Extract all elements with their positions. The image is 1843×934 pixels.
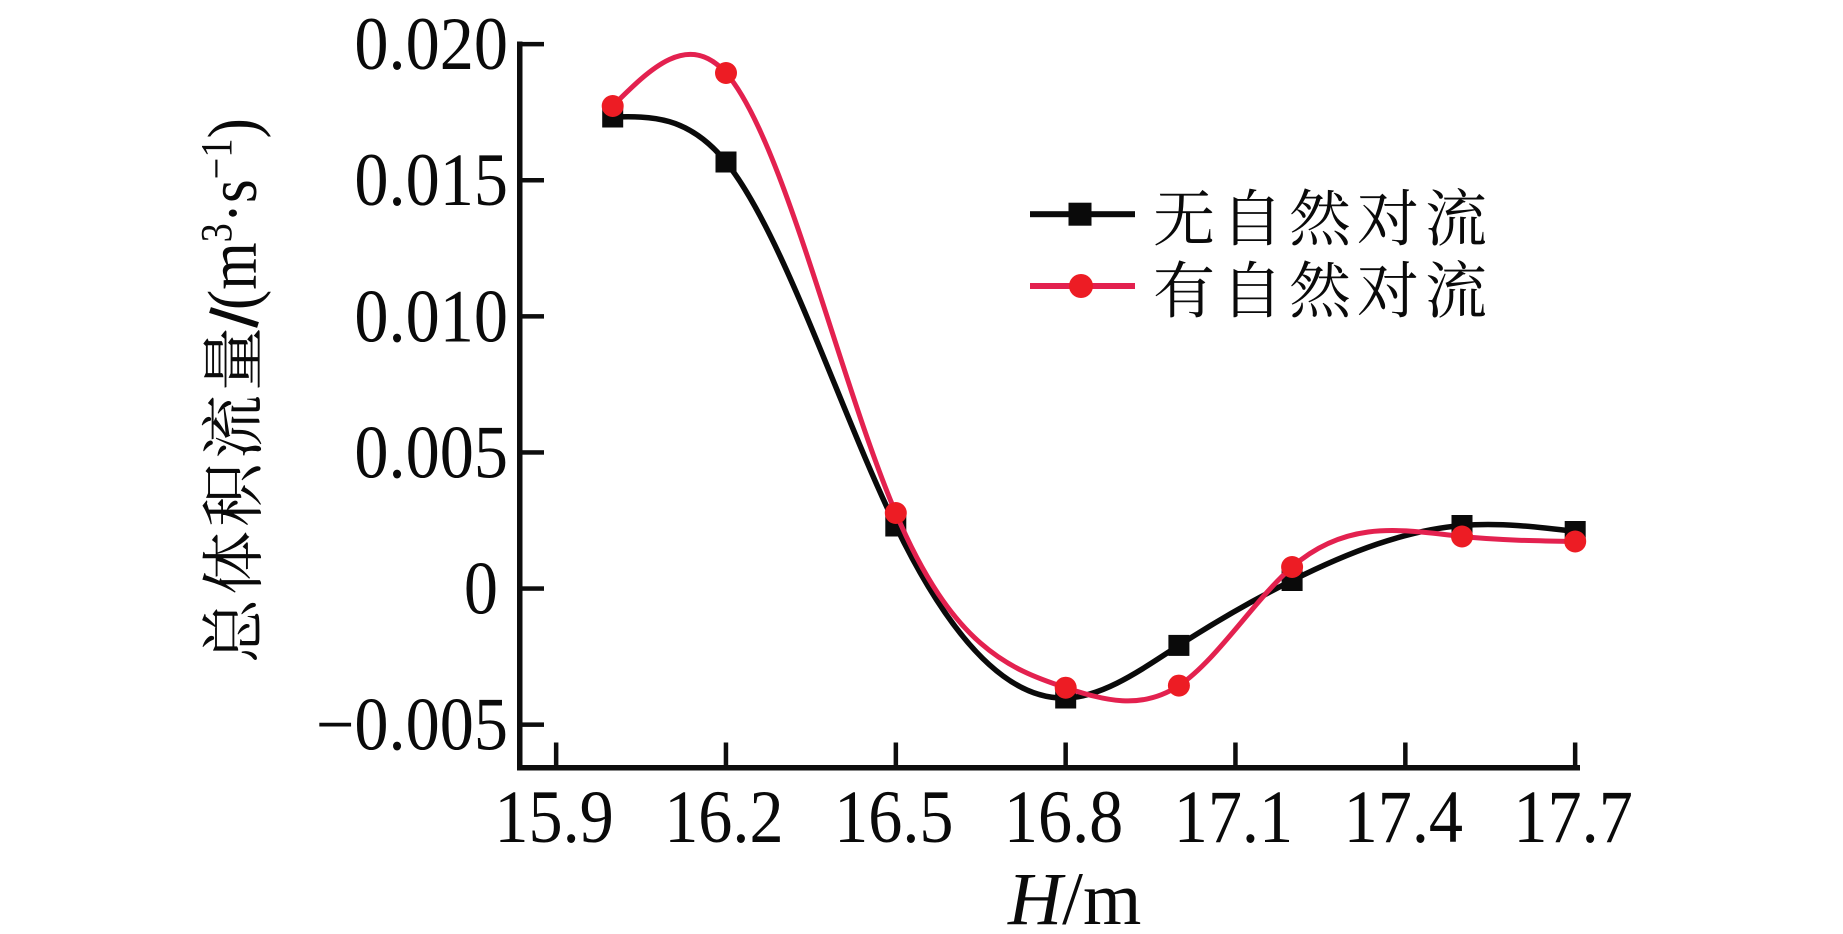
svg-text:H/m: H/m bbox=[1007, 858, 1141, 929]
svg-text:16.5: 16.5 bbox=[834, 775, 953, 859]
svg-text:0.010: 0.010 bbox=[354, 274, 508, 358]
svg-text:−0.005: −0.005 bbox=[316, 683, 508, 767]
svg-text:17.7: 17.7 bbox=[1513, 775, 1632, 859]
svg-text:16.2: 16.2 bbox=[664, 775, 783, 859]
svg-text:16.8: 16.8 bbox=[1004, 775, 1123, 859]
svg-text:0: 0 bbox=[464, 547, 498, 631]
svg-text:0.005: 0.005 bbox=[354, 410, 508, 494]
svg-text:15.9: 15.9 bbox=[494, 775, 613, 859]
svg-text:17.1: 17.1 bbox=[1174, 775, 1293, 859]
svg-text:17.4: 17.4 bbox=[1344, 775, 1463, 859]
svg-text:0.020: 0.020 bbox=[354, 2, 508, 86]
svg-text:0.015: 0.015 bbox=[354, 138, 508, 222]
